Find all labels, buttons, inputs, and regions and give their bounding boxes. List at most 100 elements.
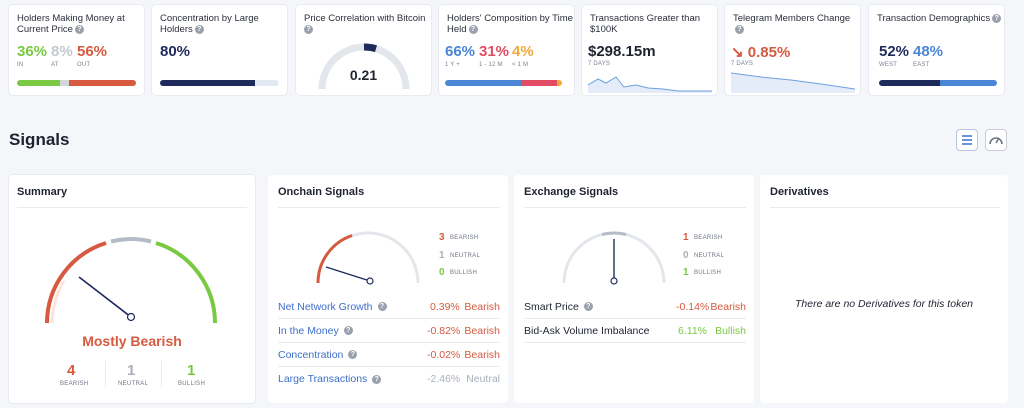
help-icon[interactable]: ? [735,24,744,34]
list-view-button[interactable] [956,129,978,151]
metric-label-1m: < 1 M [512,62,529,68]
exchange-label-bullish: BULLISH [694,270,722,276]
help-icon[interactable]: ? [304,24,313,34]
onchain-count-bearish: 3 [439,232,445,243]
derivatives-empty-message: There are no Derivatives for this token [795,298,973,310]
signal-row[interactable]: Bid-Ask Volume Imbalance 6.11% Bullish [524,319,746,343]
metric-card-btc-correlation: Price Correlation with Bitcoin? 0.21 [296,5,431,95]
signal-row[interactable]: Smart Price? -0.14% Bearish [524,295,746,319]
metric-label-1y: 1 Y + [445,62,460,68]
help-icon[interactable]: ? [343,326,353,335]
metric-value-at: 8% [51,43,73,60]
summary-verdict: Mostly Bearish [82,333,182,349]
summary-count-neutral: 1 [127,362,136,379]
metric-value: 80% [160,43,191,60]
onchain-label-bullish: BULLISH [450,270,478,276]
signal-pct: -2.46% [427,373,461,385]
onchain-panel: Onchain Signals 3 BEARISH 1 NEUTRAL 0 BU… [268,175,508,403]
summary-label-bullish: BULLISH [178,381,206,387]
metric-value-1m: 4% [512,43,534,60]
summary-title: Summary [17,186,68,198]
signals-heading: Signals [9,130,70,149]
time-held-bar [445,80,562,86]
metric-card-time-held: Holders' Composition by Time Held? 66% 3… [439,5,574,95]
metric-label-1-12m: 1 - 12 M [479,62,503,68]
signal-row[interactable]: Net Network Growth? 0.39% Bearish [278,295,500,319]
metric-label-west: WEST [879,62,898,68]
summary-gauge [45,237,217,324]
gauge-view-button[interactable] [985,129,1007,151]
signal-pct: -0.14% [676,300,710,313]
signal-verdict: Bearish [464,348,500,361]
correlation-gauge [318,43,410,90]
signal-label: Bid-Ask Volume Imbalance [524,324,650,337]
onchain-gauge [316,231,420,285]
summary-label-neutral: NEUTRAL [118,381,149,387]
summary-panel: Summary Mostly Bearish 4 1 1 BEARISH NEU… [9,175,255,403]
metric-sub: 7 DAYS [588,61,611,67]
metric-label-out: OUT [77,62,91,68]
list-view-icon [962,135,972,145]
metric-title: Price Correlation with Bitcoin [304,13,426,24]
help-icon[interactable]: ? [468,24,478,34]
metric-value-in: 36% [17,43,48,60]
exchange-count-bearish: 1 [683,232,689,243]
signal-verdict: Bearish [464,300,500,313]
metric-value-1-12m: 31% [479,43,510,60]
derivatives-panel: Derivatives There are no Derivatives for… [760,175,1008,403]
metric-title: Telegram Members Change [733,13,851,24]
holders-money-bar [17,80,136,86]
help-icon[interactable]: ? [583,302,593,311]
metric-title: Holders' Composition by Time Held [447,13,573,35]
onchain-count-bullish: 0 [439,267,445,278]
telegram-sparkline [731,72,855,93]
arrow-down-right-icon: ↘ [731,44,744,61]
help-icon[interactable]: ? [194,24,204,34]
exchange-count-bullish: 1 [683,267,689,278]
signal-verdict: Bearish [710,300,746,313]
demographics-bar [879,80,997,86]
signal-verdict: Bearish [464,324,500,337]
metric-sub: 7 DAYS [731,61,754,67]
metric-value-out: 56% [77,43,108,60]
metric-value-east: 48% [913,43,944,60]
large-tx-sparkline [588,76,712,93]
gauge-view-icon [989,137,1003,145]
signal-verdict: Bullish [715,324,746,337]
metric-value: 0.85% [747,44,791,61]
onchain-label-neutral: NEUTRAL [450,253,481,259]
metric-title: Concentration by Large Holders [160,13,259,35]
metric-card-concentration: Concentration by Large Holders? 80% [152,5,287,95]
metric-value-west: 52% [879,43,910,60]
signal-label: In the Money [278,324,339,337]
signal-label: Concentration [278,348,344,361]
metric-value: $298.15m [588,43,656,60]
onchain-count-neutral: 1 [439,250,445,261]
signal-pct: 6.11% [678,324,707,337]
metric-title: Transaction Demographics [877,13,991,24]
metric-card-holders-money: Holders Making Money at Current Price? 3… [9,5,144,95]
onchain-title: Onchain Signals [278,186,365,198]
exchange-gauge [562,231,666,285]
help-icon[interactable]: ? [992,13,1002,23]
summary-count-bullish: 1 [187,362,196,379]
signal-pct: -0.02% [427,348,461,361]
metric-label-at: AT [51,62,59,68]
exchange-panel: Exchange Signals 1 BEARISH 0 NEUTRAL 1 B… [514,175,754,403]
concentration-bar [160,80,279,86]
help-icon[interactable]: ? [372,374,382,384]
exchange-label-bearish: BEARISH [694,235,723,241]
derivatives-title: Derivatives [770,186,829,198]
metric-card-large-tx: Transactions Greater than $100K $298.15m… [582,5,717,95]
onchain-label-bearish: BEARISH [450,235,479,241]
help-icon[interactable]: ? [74,24,84,34]
signal-row[interactable]: Large Transactions? -2.46% Neutral [278,367,500,391]
metric-title: Transactions Greater than $100K [590,13,701,35]
metric-card-telegram: Telegram Members Change? ↘ 0.85% 7 DAYS [725,5,860,95]
help-icon[interactable]: ? [348,350,358,359]
help-icon[interactable]: ? [377,302,387,311]
summary-count-bearish: 4 [67,362,76,379]
signal-row[interactable]: In the Money? -0.82% Bearish [278,319,500,343]
metric-title: Holders Making Money at Current Price [17,13,125,35]
signal-row[interactable]: Concentration? -0.02% Bearish [278,343,500,367]
